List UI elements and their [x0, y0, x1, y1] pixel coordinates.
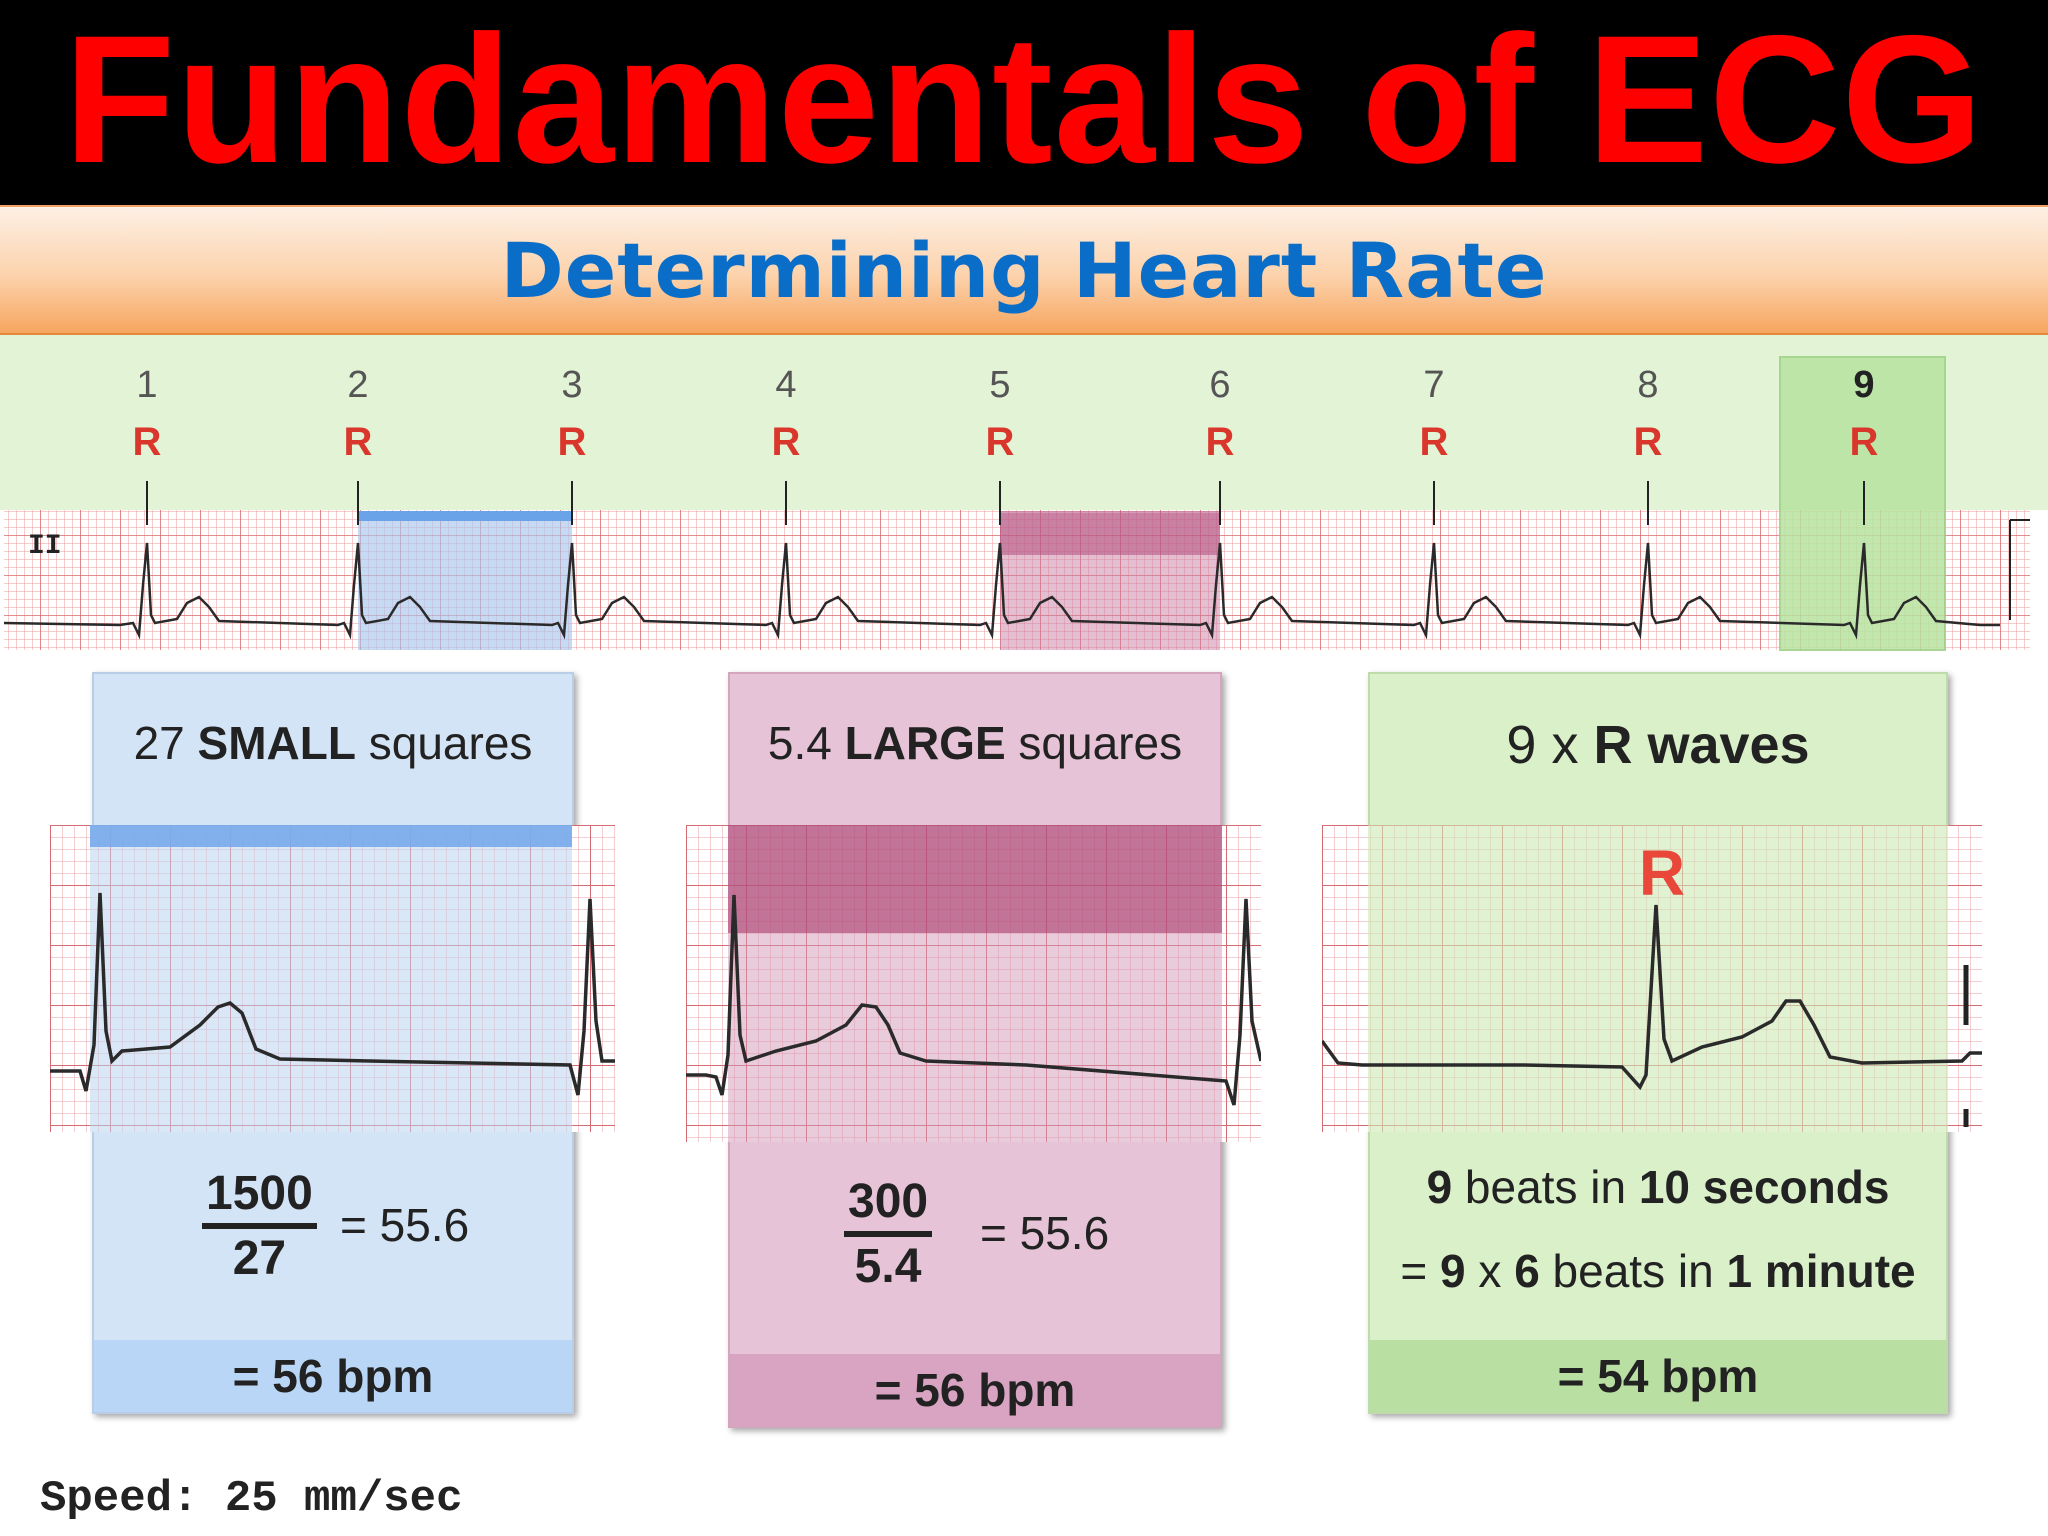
bpm-result: = 56 bpm [94, 1340, 572, 1412]
panel-heading: 27 SMALL squares [133, 717, 533, 769]
beat-number-9: 9 [1853, 364, 1874, 406]
r-waves-panel: 9 x R waves 9 beats in 10 seconds = 9 x … [1368, 672, 1948, 1414]
r-wave-marker-7: R [1420, 420, 1449, 464]
green-beat-highlight [1779, 356, 1946, 651]
fraction-numerator: 1500 [202, 1166, 317, 1229]
title-banner: Fundamentals of ECG [0, 0, 2048, 205]
ecg-trace [3, 542, 2000, 640]
r-wave-marker-8: R [1634, 420, 1663, 464]
paper-speed-label: Speed: 25 mm/sec [40, 1474, 463, 1524]
r-wave-marker-3: R [558, 420, 587, 464]
panel-heading: 5.4 LARGE squares [767, 717, 1183, 769]
beat-number-7: 7 [1423, 364, 1444, 406]
ecg-rhythm-strip: II 1 R 2 R 3 R 4 R 5 R 6 R 7 R 8 R 9 R [0, 335, 2048, 651]
r-wave-marker-9: R [1850, 420, 1879, 464]
panel-heading: 9 x R waves [1506, 715, 1810, 775]
strip-label-area [0, 335, 2048, 510]
fraction-denominator: 5.4 [854, 1240, 922, 1293]
beat-number-2: 2 [347, 364, 368, 406]
page-title: Fundamentals of ECG [63, 0, 1985, 201]
r-wave-marker-2: R [344, 420, 373, 464]
beats-per-minute-line: = 9 x 6 beats in 1 minute [1400, 1245, 1916, 1297]
beats-per-10s-line: 9 beats in 10 seconds [1426, 1161, 1890, 1213]
r-wave-marker-1: R [133, 420, 162, 464]
fraction-result: = 55.6 [980, 1207, 1110, 1259]
beat-labels: 1 R 2 R 3 R 4 R 5 R 6 R 7 R 8 R 9 R [133, 364, 1879, 525]
zoom-grid-small-squares [50, 825, 615, 1132]
beat-number-3: 3 [561, 364, 582, 406]
blue-interval-highlight [358, 513, 572, 650]
zoom-grid-r-wave: R [1322, 825, 1982, 1132]
bpm-result: = 54 bpm [1370, 1340, 1946, 1412]
beat-number-8: 8 [1637, 364, 1658, 406]
r-wave-label: R [1639, 837, 1685, 909]
bpm-result: = 56 bpm [730, 1354, 1220, 1426]
beat-number-6: 6 [1209, 364, 1230, 406]
fraction-result: = 55.6 [340, 1199, 470, 1251]
fraction-numerator: 300 [844, 1174, 933, 1237]
r-wave-marker-6: R [1206, 420, 1235, 464]
r-wave-marker-5: R [986, 420, 1015, 464]
beat-number-1: 1 [136, 364, 157, 406]
rate-fraction: 300 5.4 [844, 1174, 933, 1294]
r-wave-marker-4: R [772, 420, 801, 464]
page-subtitle: Determining Heart Rate [500, 225, 1548, 315]
rate-fraction: 1500 27 [202, 1166, 317, 1286]
beat-number-4: 4 [775, 364, 796, 406]
zoom-grid-large-squares [686, 825, 1261, 1142]
subtitle-banner: Determining Heart Rate [0, 205, 2048, 335]
fraction-denominator: 27 [232, 1232, 287, 1285]
beat-number-5: 5 [989, 364, 1010, 406]
lead-label: II [28, 531, 62, 562]
